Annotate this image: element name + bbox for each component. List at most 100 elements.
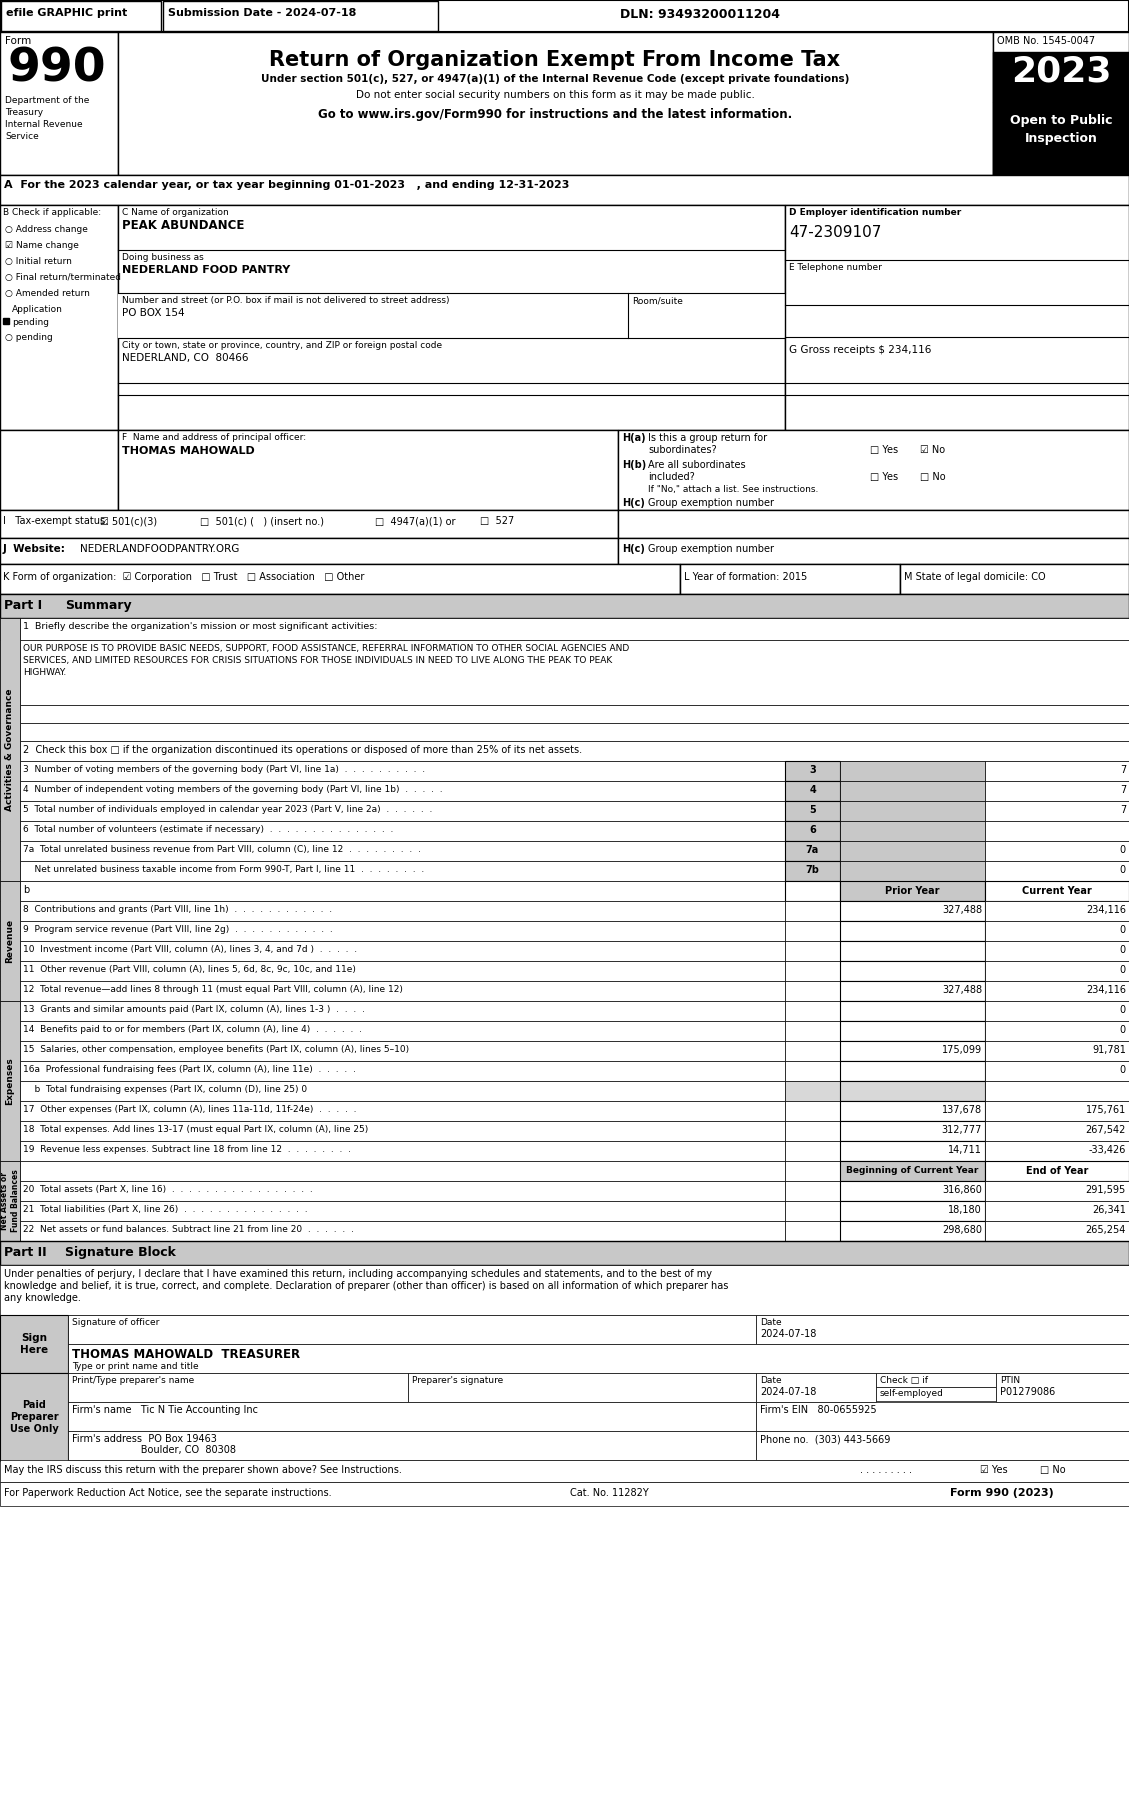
Text: PO BOX 154: PO BOX 154 [122, 308, 185, 317]
Text: HIGHWAY.: HIGHWAY. [23, 669, 67, 678]
Bar [0, 618, 20, 640]
Text: NEDERLAND, CO  80466: NEDERLAND, CO 80466 [122, 353, 248, 362]
Text: 0: 0 [1120, 1006, 1126, 1015]
Text: 14,711: 14,711 [948, 1144, 982, 1155]
Bar [20, 921, 785, 941]
Bar [0, 1000, 20, 1160]
Text: 18,180: 18,180 [948, 1206, 982, 1215]
Text: 0: 0 [1120, 944, 1126, 955]
Bar [68, 1315, 756, 1344]
Text: 7: 7 [1120, 805, 1126, 815]
Bar [840, 881, 984, 901]
Bar [163, 2, 438, 31]
Bar [876, 1373, 996, 1388]
Text: 175,099: 175,099 [942, 1045, 982, 1054]
Bar [840, 1200, 984, 1222]
Text: 1  Briefly describe the organization's mission or most significant activities:: 1 Briefly describe the organization's mi… [23, 622, 377, 631]
Bar [0, 1180, 20, 1200]
Bar [984, 1200, 1129, 1222]
Text: 2024-07-18: 2024-07-18 [760, 1330, 816, 1339]
Bar [785, 1180, 840, 1200]
Bar [0, 1160, 20, 1180]
Text: Room/suite: Room/suite [632, 296, 683, 305]
Bar [840, 901, 984, 921]
Text: Open to Public: Open to Public [1009, 114, 1112, 126]
Bar [785, 1081, 840, 1101]
Text: □  527: □ 527 [480, 515, 514, 526]
Bar [840, 1180, 984, 1200]
Text: ○ Address change: ○ Address change [5, 225, 88, 234]
Text: M State of legal domicile: CO: M State of legal domicile: CO [904, 571, 1045, 582]
Bar [68, 1373, 408, 1402]
Bar [840, 1222, 984, 1242]
Bar [0, 980, 20, 1000]
Text: If "No," attach a list. See instructions.: If "No," attach a list. See instructions… [648, 485, 819, 494]
Text: F  Name and address of principal officer:: F Name and address of principal officer: [122, 432, 306, 441]
Text: 5  Total number of individuals employed in calendar year 2023 (Part V, line 2a) : 5 Total number of individuals employed i… [23, 805, 432, 815]
Text: Check □ if: Check □ if [879, 1377, 928, 1386]
Bar [840, 960, 984, 980]
Bar [984, 921, 1129, 941]
Text: 47-2309107: 47-2309107 [789, 225, 882, 240]
Bar [0, 1200, 20, 1222]
Text: 9  Program service revenue (Part VIII, line 2g)  .  .  .  .  .  .  .  .  .  .  .: 9 Program service revenue (Part VIII, li… [23, 924, 333, 933]
Text: 0: 0 [1120, 845, 1126, 854]
Text: □ No: □ No [920, 472, 946, 481]
Bar [0, 1160, 20, 1242]
Text: 6  Total number of volunteers (estimate if necessary)  .  .  .  .  .  .  .  .  .: 6 Total number of volunteers (estimate i… [23, 825, 393, 834]
Bar [0, 1315, 68, 1373]
Text: Signature of officer: Signature of officer [72, 1317, 159, 1326]
Text: Expenses: Expenses [6, 1058, 15, 1105]
Bar [984, 1061, 1129, 1081]
Text: 91,781: 91,781 [1092, 1045, 1126, 1054]
Text: Service: Service [5, 132, 38, 141]
Bar [994, 32, 1129, 175]
Bar [840, 760, 984, 780]
Text: 21  Total liabilities (Part X, line 26)  .  .  .  .  .  .  .  .  .  .  .  .  .  : 21 Total liabilities (Part X, line 26) .… [23, 1206, 307, 1215]
Bar [0, 640, 20, 705]
Text: Prior Year: Prior Year [885, 887, 939, 896]
Text: 265,254: 265,254 [1086, 1225, 1126, 1234]
Bar [994, 52, 1129, 103]
Bar [20, 941, 785, 960]
Bar [984, 861, 1129, 881]
Text: Current Year: Current Year [1022, 887, 1092, 896]
Bar [984, 1022, 1129, 1042]
Text: pending: pending [12, 317, 49, 326]
Bar [20, 1141, 785, 1160]
Bar [0, 1481, 1129, 1506]
Text: 6: 6 [809, 825, 816, 834]
Text: 312,777: 312,777 [942, 1124, 982, 1135]
Text: self-employed: self-employed [879, 1389, 944, 1398]
Text: 0: 0 [1120, 1025, 1126, 1034]
Bar [785, 901, 840, 921]
Text: H(a): H(a) [622, 432, 646, 443]
Text: ○ Final return/terminated: ○ Final return/terminated [5, 272, 121, 281]
Bar [68, 1344, 1129, 1373]
Bar [0, 705, 20, 723]
Bar [0, 822, 20, 842]
Bar [900, 564, 1129, 595]
Text: . . . . . . . . .: . . . . . . . . . [860, 1465, 912, 1476]
Bar [0, 564, 680, 595]
Bar [20, 705, 1129, 723]
Text: any knowledge.: any knowledge. [5, 1294, 81, 1303]
Text: Date: Date [760, 1377, 781, 1386]
Text: 327,488: 327,488 [942, 986, 982, 995]
Bar [408, 1373, 756, 1402]
Text: Group exemption number: Group exemption number [648, 497, 774, 508]
Bar [0, 901, 20, 921]
Text: A  For the 2023 calendar year, or tax year beginning 01-01-2023   , and ending 1: A For the 2023 calendar year, or tax yea… [5, 180, 569, 189]
Text: Firm's EIN   80-0655925: Firm's EIN 80-0655925 [760, 1406, 876, 1415]
Text: 12  Total revenue—add lines 8 through 11 (must equal Part VIII, column (A), line: 12 Total revenue—add lines 8 through 11 … [23, 986, 403, 995]
Text: Date: Date [760, 1317, 781, 1326]
Text: L Year of formation: 2015: L Year of formation: 2015 [684, 571, 807, 582]
Bar [0, 723, 20, 741]
Bar [0, 1000, 20, 1022]
Bar [984, 1000, 1129, 1022]
Text: THOMAS MAHOWALD: THOMAS MAHOWALD [122, 447, 255, 456]
Text: H(c): H(c) [622, 544, 645, 553]
Bar [840, 861, 984, 881]
Bar [785, 861, 840, 881]
Text: 7a  Total unrelated business revenue from Part VIII, column (C), line 12  .  .  : 7a Total unrelated business revenue from… [23, 845, 421, 854]
